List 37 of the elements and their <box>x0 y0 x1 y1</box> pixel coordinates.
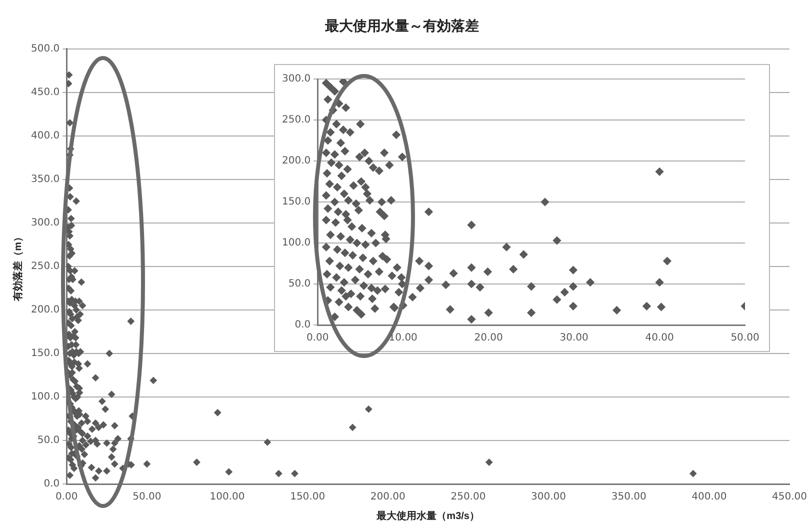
x-tick-label: 300.00 <box>531 492 566 503</box>
y-tick-label: 400.0 <box>30 130 60 142</box>
y-tick-label: 500.0 <box>30 43 60 54</box>
y-axis-title: 有効落差（m） <box>12 232 24 302</box>
y-tick-label: 450.0 <box>30 86 60 98</box>
y-tick-label: 200.0 <box>30 304 60 316</box>
y-tick-label: 0.0 <box>44 478 60 490</box>
y-tick-label: 100.0 <box>282 238 311 249</box>
y-tick-label: 50.0 <box>37 435 60 446</box>
x-tick-label: 400.00 <box>692 492 727 503</box>
y-tick-label: 250.0 <box>282 114 311 126</box>
x-tick-label: 50.00 <box>730 332 760 344</box>
x-tick-label: 250.00 <box>450 492 486 503</box>
y-tick-label: 50.0 <box>288 278 311 290</box>
chart-title: 最大使用水量～有効落差 <box>324 17 479 34</box>
y-tick-label: 300.0 <box>30 217 60 228</box>
x-tick-label: 30.00 <box>560 332 588 344</box>
x-tick-label: 150.00 <box>290 492 326 503</box>
x-tick-label: 100.00 <box>210 492 245 503</box>
x-tick-label: 450.00 <box>772 492 808 503</box>
x-tick-label: 350.00 <box>611 492 646 503</box>
y-tick-label: 200.0 <box>282 156 311 167</box>
y-tick-label: 350.0 <box>30 174 60 185</box>
y-tick-label: 150.0 <box>282 196 311 208</box>
y-tick-label: 0.0 <box>294 320 311 331</box>
x-tick-label: 10.00 <box>388 332 418 344</box>
x-tick-label: 40.00 <box>645 332 674 344</box>
y-tick-label: 150.0 <box>30 348 60 360</box>
x-tick-label: 20.00 <box>474 332 503 344</box>
x-tick-label: 0.00 <box>55 492 78 503</box>
x-tick-label: 200.00 <box>370 492 406 503</box>
y-tick-label: 300.0 <box>282 74 311 85</box>
x-tick-label: 50.00 <box>132 492 162 503</box>
x-tick-label: 0.00 <box>306 332 329 344</box>
x-axis-title: 最大使用水量（m3/s） <box>376 510 480 522</box>
y-tick-label: 100.0 <box>30 392 60 403</box>
y-tick-label: 250.0 <box>30 260 60 272</box>
